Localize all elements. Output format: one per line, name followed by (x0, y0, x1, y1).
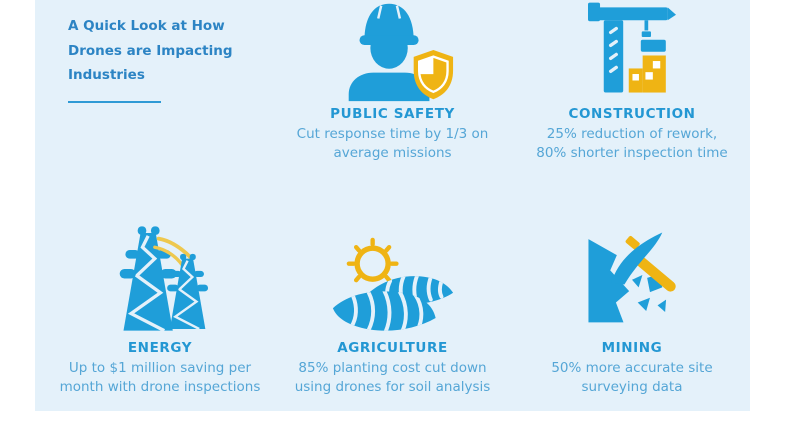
section-agriculture: AGRICULTURE 85% planting cost cut down u… (285, 222, 500, 396)
desc-line: 25% reduction of rework, (546, 126, 718, 142)
page-title: A Quick Look at How Drones are Impacting… (68, 14, 238, 88)
section-label: CONSTRUCTION (568, 106, 696, 122)
icon-box (285, 0, 500, 106)
section-mining: MINING 50% more accurate site surveying … (518, 222, 746, 396)
section-label: PUBLIC SAFETY (330, 106, 455, 122)
title-line: Drones are Impacting (68, 42, 233, 59)
section-description: Cut response time by 1/3 on average miss… (285, 125, 500, 162)
title-line: Industries (68, 67, 145, 83)
section-energy: ENERGY Up to $1 million saving per month… (55, 222, 265, 396)
section-description: 85% planting cost cut down using drones … (285, 359, 500, 396)
desc-line: 85% planting cost cut down (298, 360, 487, 376)
pickaxe-rock-icon (588, 232, 676, 323)
desc-line: Cut response time by 1/3 on (296, 126, 489, 142)
section-description: 50% more accurate site surveying data (518, 359, 746, 396)
section-construction: CONSTRUCTION 25% reduction of rework, 80… (518, 0, 746, 162)
desc-line: surveying data (581, 378, 683, 395)
icon-box (518, 222, 746, 340)
section-description: Up to $1 million saving per month with d… (55, 359, 265, 396)
section-label: ENERGY (127, 340, 193, 356)
section-label: AGRICULTURE (337, 340, 448, 356)
desc-line: 50% more accurate site (551, 360, 713, 376)
title-underline (68, 101, 161, 103)
section-public-safety: PUBLIC SAFETY Cut response time by 1/3 o… (285, 0, 500, 162)
transmission-towers-icon (119, 226, 210, 331)
icon-box (518, 0, 746, 106)
desc-line: month with drone inspections (59, 378, 261, 395)
field-with-sun-icon (332, 237, 453, 331)
icon-box (285, 222, 500, 340)
worker-with-shield-icon (348, 3, 453, 102)
desc-line: 80% shorter inspection time (536, 144, 728, 161)
desc-line: Up to $1 million saving per (68, 360, 252, 376)
desc-line: average missions (333, 144, 452, 161)
section-label: MINING (601, 340, 663, 356)
section-description: 25% reduction of rework, 80% shorter ins… (518, 125, 746, 162)
tower-crane-icon (588, 2, 676, 93)
icon-box (55, 222, 265, 340)
desc-line: using drones for soil analysis (294, 378, 491, 395)
title-line: A Quick Look at How (68, 18, 225, 34)
